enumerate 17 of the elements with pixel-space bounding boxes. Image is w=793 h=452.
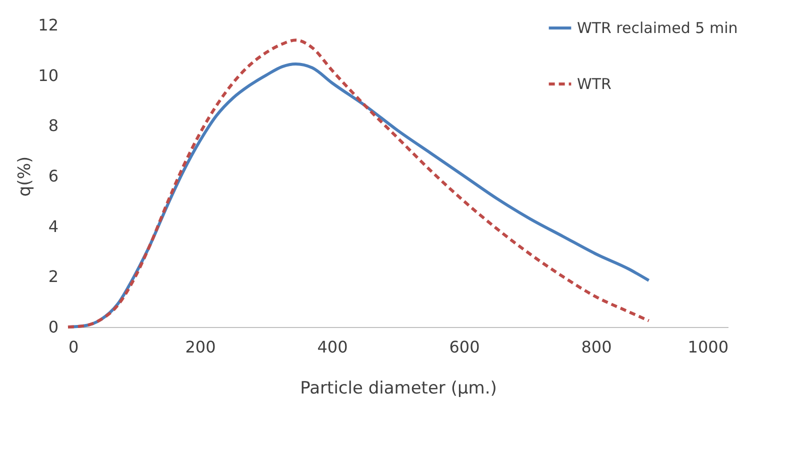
y-axis-title: q(%) bbox=[15, 156, 36, 197]
y-tick-label: 12 bbox=[38, 16, 58, 34]
y-tick-label: 2 bbox=[48, 267, 58, 286]
x-tick-label: 200 bbox=[185, 338, 216, 356]
x-tick-label: 0 bbox=[68, 338, 79, 356]
x-tick-label: 400 bbox=[317, 338, 348, 356]
y-tick-label: 0 bbox=[48, 318, 58, 336]
x-tick-label: 1000 bbox=[688, 338, 728, 356]
x-tick-label: 600 bbox=[449, 338, 480, 356]
y-tick-label: 4 bbox=[48, 216, 58, 236]
legend-label: WTR bbox=[577, 75, 612, 93]
x-tick-label: 800 bbox=[581, 338, 612, 356]
y-tick-label: 8 bbox=[48, 116, 58, 136]
legend-label: WTR reclaimed 5 min bbox=[577, 19, 738, 37]
y-tick-label: 10 bbox=[38, 66, 58, 85]
y-tick-label: 6 bbox=[48, 166, 58, 186]
x-axis-title: Particle diameter (µm.) bbox=[300, 378, 497, 398]
